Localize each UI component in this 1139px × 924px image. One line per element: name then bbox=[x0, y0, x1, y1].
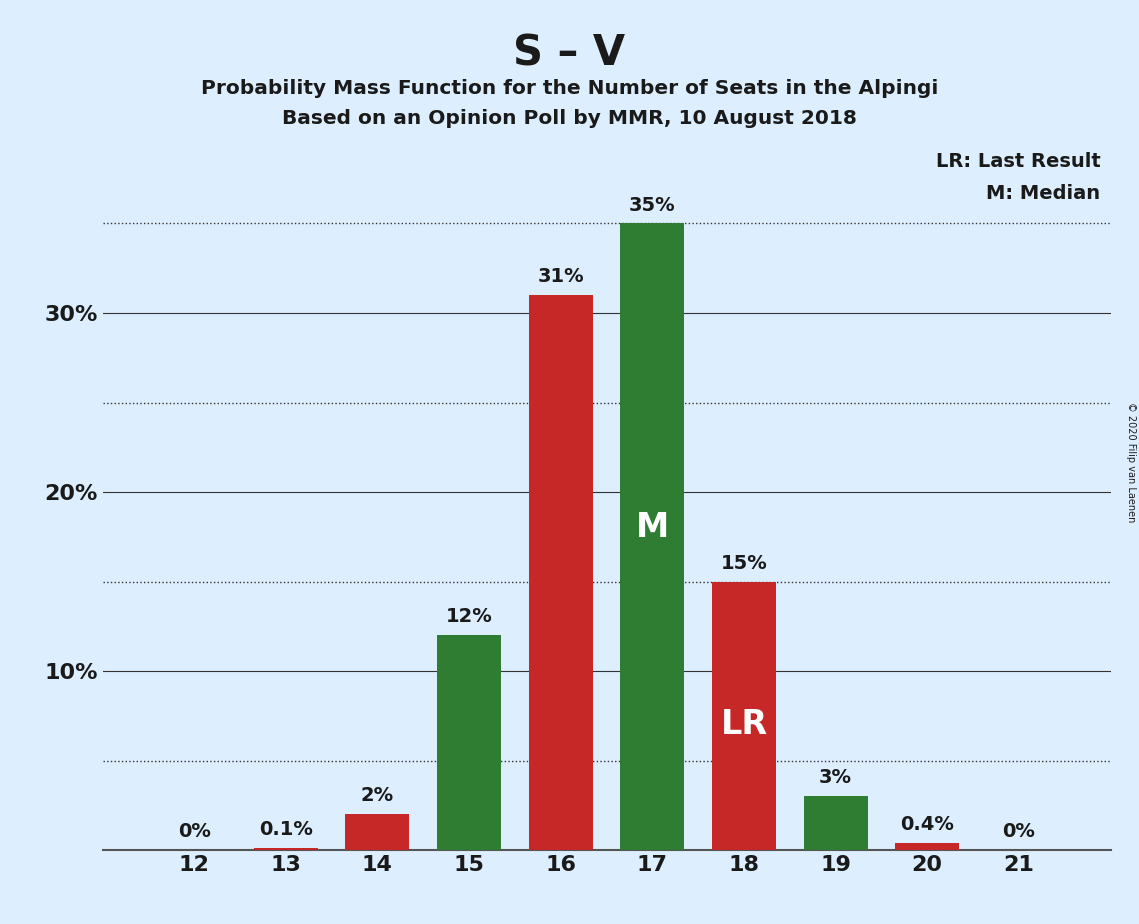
Text: 35%: 35% bbox=[629, 196, 675, 214]
Text: © 2020 Filip van Laenen: © 2020 Filip van Laenen bbox=[1126, 402, 1136, 522]
Bar bbox=[895, 843, 959, 850]
Text: LR: LR bbox=[720, 709, 768, 741]
Text: 31%: 31% bbox=[538, 267, 584, 286]
Text: 15%: 15% bbox=[721, 553, 768, 573]
Text: S – V: S – V bbox=[514, 32, 625, 74]
Bar bbox=[254, 848, 318, 850]
Text: Probability Mass Function for the Number of Seats in the Alpingi: Probability Mass Function for the Number… bbox=[200, 79, 939, 98]
Text: M: M bbox=[636, 511, 669, 544]
Text: M: Median: M: Median bbox=[986, 184, 1100, 203]
Text: 12%: 12% bbox=[445, 607, 492, 626]
Text: 0.4%: 0.4% bbox=[900, 815, 954, 834]
Bar bbox=[528, 295, 592, 850]
Bar bbox=[345, 814, 410, 850]
Text: LR: Last Result: LR: Last Result bbox=[936, 152, 1100, 171]
Text: 3%: 3% bbox=[819, 769, 852, 787]
Text: 2%: 2% bbox=[361, 786, 394, 806]
Bar bbox=[437, 636, 501, 850]
Bar bbox=[803, 796, 868, 850]
Text: 0%: 0% bbox=[1002, 822, 1035, 841]
Bar bbox=[712, 581, 776, 850]
Bar bbox=[621, 224, 685, 850]
Text: Based on an Opinion Poll by MMR, 10 August 2018: Based on an Opinion Poll by MMR, 10 Augu… bbox=[282, 109, 857, 128]
Text: 0.1%: 0.1% bbox=[259, 821, 313, 839]
Text: 0%: 0% bbox=[178, 822, 211, 841]
